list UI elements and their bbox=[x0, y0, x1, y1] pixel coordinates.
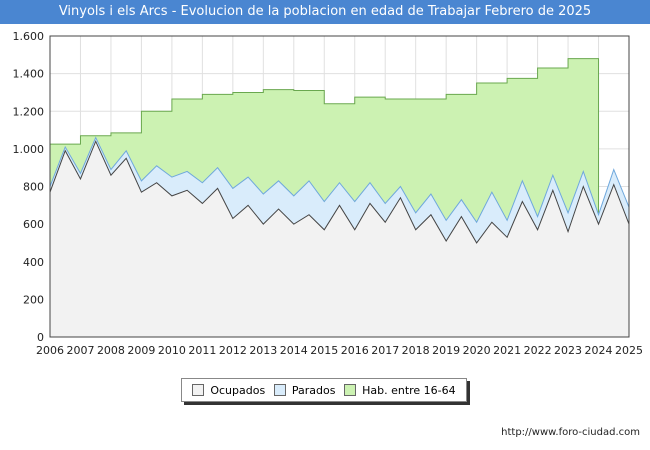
x-tick-label: 2010 bbox=[158, 344, 186, 357]
legend-swatch-habitantes bbox=[344, 384, 357, 396]
legend-label-habitantes: Hab. entre 16-64 bbox=[362, 383, 456, 397]
x-tick-label: 2016 bbox=[341, 344, 369, 357]
y-tick-label: 0 bbox=[37, 331, 44, 344]
y-tick-label: 1.400 bbox=[13, 68, 45, 81]
legend-swatch-parados bbox=[273, 384, 286, 396]
x-tick-label: 2021 bbox=[493, 344, 521, 357]
x-tick-label: 2007 bbox=[66, 344, 94, 357]
x-tick-label: 2023 bbox=[554, 344, 582, 357]
legend-item-ocupados: Ocupados bbox=[192, 384, 265, 397]
chart-title: Vinyols i els Arcs - Evolucion de la pob… bbox=[0, 0, 650, 24]
x-tick-label: 2022 bbox=[524, 344, 552, 357]
x-tick-label: 2025 bbox=[615, 344, 643, 357]
x-tick-label: 2006 bbox=[36, 344, 64, 357]
y-tick-label: 1.600 bbox=[13, 30, 45, 43]
y-tick-label: 1.000 bbox=[13, 143, 45, 156]
x-tick-label: 2013 bbox=[249, 344, 277, 357]
area-ocupados bbox=[49, 140, 630, 338]
legend: Ocupados Parados Hab. entre 16-64 bbox=[181, 378, 467, 402]
y-tick-label: 800 bbox=[23, 181, 44, 194]
legend-swatch-ocupados bbox=[192, 384, 205, 396]
y-tick-label: 400 bbox=[23, 256, 44, 269]
legend-label-ocupados: Ocupados bbox=[210, 383, 266, 397]
x-tick-label: 2014 bbox=[280, 344, 308, 357]
y-tick-label: 1.200 bbox=[13, 105, 45, 118]
x-tick-label: 2008 bbox=[97, 344, 125, 357]
y-tick-label: 600 bbox=[23, 218, 44, 231]
y-tick-label: 200 bbox=[23, 293, 44, 306]
x-tick-label: 2017 bbox=[371, 344, 399, 357]
x-tick-label: 2020 bbox=[463, 344, 491, 357]
x-tick-label: 2009 bbox=[127, 344, 155, 357]
source-link[interactable]: http://www.foro-ciudad.com bbox=[501, 427, 640, 438]
legend-item-parados: Parados bbox=[273, 383, 336, 397]
x-tick-label: 2015 bbox=[310, 344, 338, 357]
x-tick-label: 2018 bbox=[402, 344, 430, 357]
x-tick-label: 2024 bbox=[585, 344, 613, 357]
x-tick-label: 2019 bbox=[432, 344, 460, 357]
legend-label-parados: Parados bbox=[291, 383, 336, 397]
legend-item-habitantes: Hab. entre 16-64 bbox=[344, 384, 456, 397]
x-tick-label: 2012 bbox=[219, 344, 247, 357]
x-tick-label: 2011 bbox=[188, 344, 216, 357]
plot-frame bbox=[49, 35, 630, 338]
